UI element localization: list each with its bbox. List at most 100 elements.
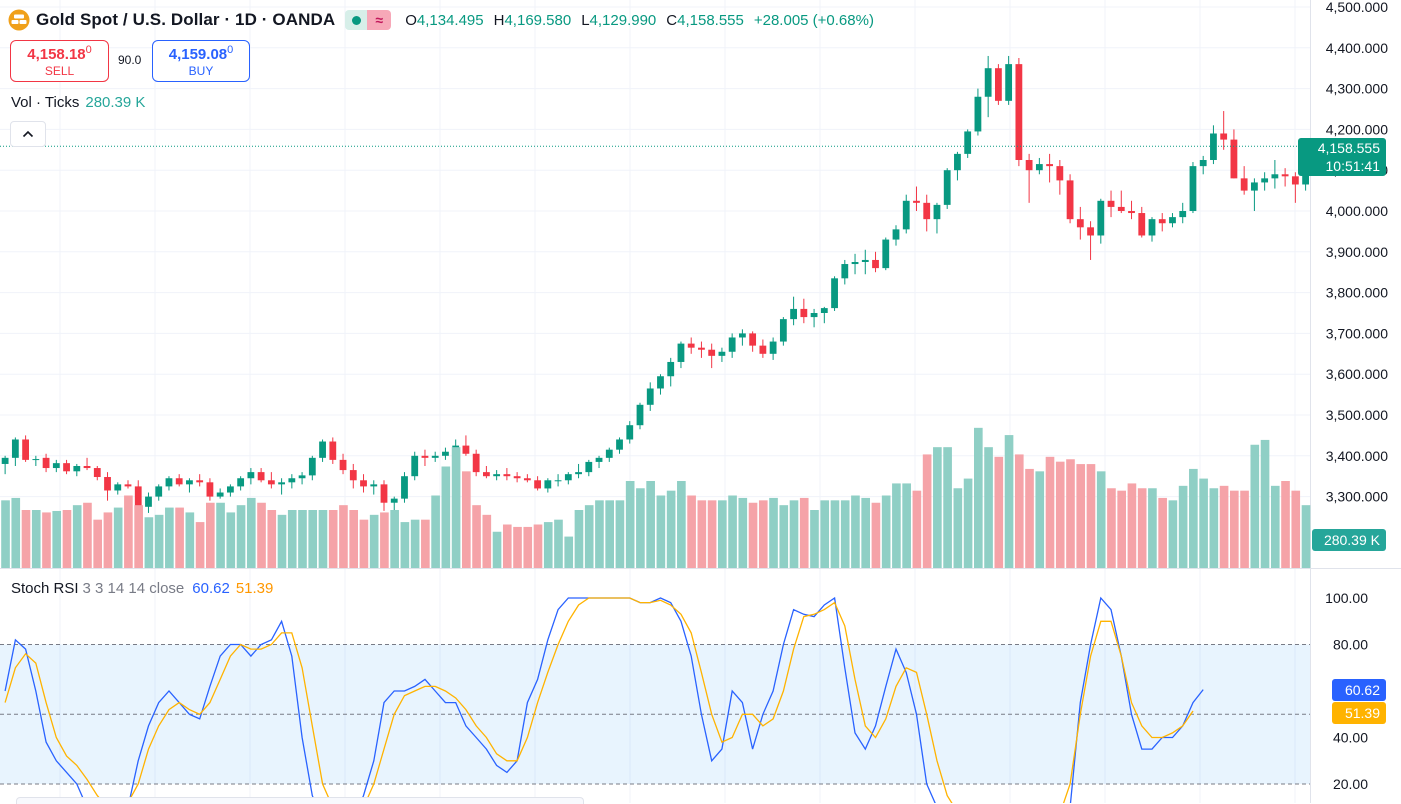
volume-bar bbox=[728, 495, 737, 568]
close-label: C bbox=[666, 11, 678, 29]
volume-bar bbox=[830, 500, 840, 568]
candle-body bbox=[1046, 164, 1053, 167]
volume-bar bbox=[1076, 464, 1086, 568]
candle-body bbox=[585, 461, 593, 473]
candle-body bbox=[892, 229, 900, 240]
buy-button[interactable]: 4,159.080 BUY bbox=[152, 40, 250, 82]
volume-bar bbox=[144, 517, 154, 568]
sell-price: 4,158.180 bbox=[27, 44, 92, 63]
stoch-params: 3 3 14 14 close bbox=[82, 580, 185, 597]
volume-legend[interactable]: Vol · Ticks 280.39 K bbox=[11, 94, 145, 111]
volume-bar bbox=[31, 510, 41, 568]
candle-body bbox=[534, 480, 541, 489]
buy-price: 4,159.080 bbox=[168, 44, 234, 63]
volume-bar bbox=[523, 526, 533, 568]
candle-body bbox=[831, 278, 838, 309]
volume-bar bbox=[154, 514, 164, 568]
volume-bar bbox=[1209, 488, 1219, 568]
candle-body bbox=[779, 319, 787, 342]
volume-bar bbox=[257, 502, 266, 568]
volume-bar bbox=[513, 526, 522, 568]
candle-body bbox=[155, 486, 163, 497]
collapse-legend-button[interactable] bbox=[10, 121, 46, 147]
candle-body bbox=[954, 153, 961, 171]
stoch-rsi-pane bbox=[0, 596, 1310, 803]
horizontal-scrollbar[interactable] bbox=[16, 797, 584, 804]
volume-bar bbox=[820, 500, 830, 568]
volume-value-tag: 280.39 K bbox=[1312, 529, 1386, 551]
candle-body bbox=[493, 474, 501, 477]
volume-bar bbox=[103, 512, 113, 568]
stoch-rsi-legend[interactable]: Stoch RSI 3 3 14 14 close 60.62 51.39 bbox=[11, 580, 273, 597]
volume-bar bbox=[748, 502, 758, 568]
candle-body bbox=[257, 472, 265, 481]
volume-bar bbox=[1004, 435, 1014, 568]
volume-value: 280.39 K bbox=[85, 94, 146, 111]
volume-bar bbox=[1240, 490, 1249, 568]
market-status-pill[interactable]: ≈ bbox=[345, 10, 392, 30]
sell-button[interactable]: 4,158.180 SELL bbox=[10, 40, 109, 82]
candle-body bbox=[206, 482, 214, 497]
candle-body bbox=[943, 170, 951, 205]
candle-body bbox=[1066, 180, 1074, 220]
stoch-axis-label: 20.00 bbox=[1333, 776, 1368, 792]
candle-body bbox=[380, 484, 388, 503]
volume-bar bbox=[738, 497, 748, 568]
volume-bar bbox=[42, 512, 51, 568]
candle-body bbox=[186, 480, 193, 485]
wave-approx-icon: ≈ bbox=[367, 10, 392, 30]
price-axis-label: 4,400.000 bbox=[1326, 40, 1388, 56]
volume-bar bbox=[113, 507, 123, 568]
price-axis-label: 3,300.000 bbox=[1326, 489, 1388, 505]
volume-bar bbox=[441, 466, 451, 568]
candle-body bbox=[698, 347, 705, 350]
volume-bar bbox=[472, 505, 481, 568]
volume-bar bbox=[369, 514, 379, 568]
candle-body bbox=[145, 496, 152, 507]
candle-body bbox=[32, 459, 40, 461]
candle-body bbox=[984, 68, 992, 97]
volume-bar bbox=[328, 510, 338, 568]
candle-body bbox=[431, 455, 439, 458]
candle-body bbox=[278, 482, 285, 485]
sell-label: SELL bbox=[44, 64, 75, 78]
price-axis-label: 3,800.000 bbox=[1326, 285, 1388, 301]
volume-bar bbox=[1117, 490, 1126, 568]
candle-body bbox=[1, 457, 9, 464]
stoch-d-value: 51.39 bbox=[235, 580, 274, 597]
volume-bar bbox=[615, 500, 625, 568]
volume-bar bbox=[861, 497, 870, 568]
volume-bar bbox=[1219, 485, 1229, 568]
candle-body bbox=[42, 457, 50, 469]
volume-bar bbox=[1250, 444, 1260, 568]
volume-bar bbox=[953, 488, 963, 568]
candle-body bbox=[544, 480, 552, 489]
price-axis-label: 3,400.000 bbox=[1326, 448, 1388, 464]
candle-body bbox=[1056, 166, 1064, 181]
volume-bar bbox=[1107, 488, 1116, 568]
candle-body bbox=[790, 308, 797, 320]
price-axis-label: 4,500.000 bbox=[1326, 0, 1388, 15]
volume-bar bbox=[1270, 485, 1280, 568]
volume-bar bbox=[298, 510, 307, 568]
candle-body bbox=[319, 441, 326, 458]
candle-body bbox=[616, 439, 623, 450]
open-label: O bbox=[405, 11, 417, 29]
symbol-title[interactable]: Gold Spot / U.S. Dollar · 1D · OANDA bbox=[36, 10, 336, 29]
candle-body bbox=[1199, 160, 1207, 167]
volume-bar bbox=[1035, 471, 1045, 568]
candle-body bbox=[63, 463, 70, 472]
volume-bar bbox=[134, 505, 143, 568]
bar-countdown: 10:51:41 bbox=[1325, 158, 1381, 174]
price-axis[interactable]: 4,500.0004,400.0004,300.0004,200.0004,10… bbox=[1325, 0, 1388, 792]
volume-bar bbox=[779, 505, 789, 568]
volume-bar bbox=[605, 500, 614, 568]
volume-bar bbox=[359, 519, 369, 568]
candle-body bbox=[995, 68, 1002, 101]
volume-bar bbox=[892, 483, 901, 568]
high-label: H bbox=[493, 11, 505, 29]
volume-bar bbox=[584, 505, 594, 568]
volume-bar bbox=[810, 510, 819, 568]
candle-body bbox=[227, 486, 234, 493]
